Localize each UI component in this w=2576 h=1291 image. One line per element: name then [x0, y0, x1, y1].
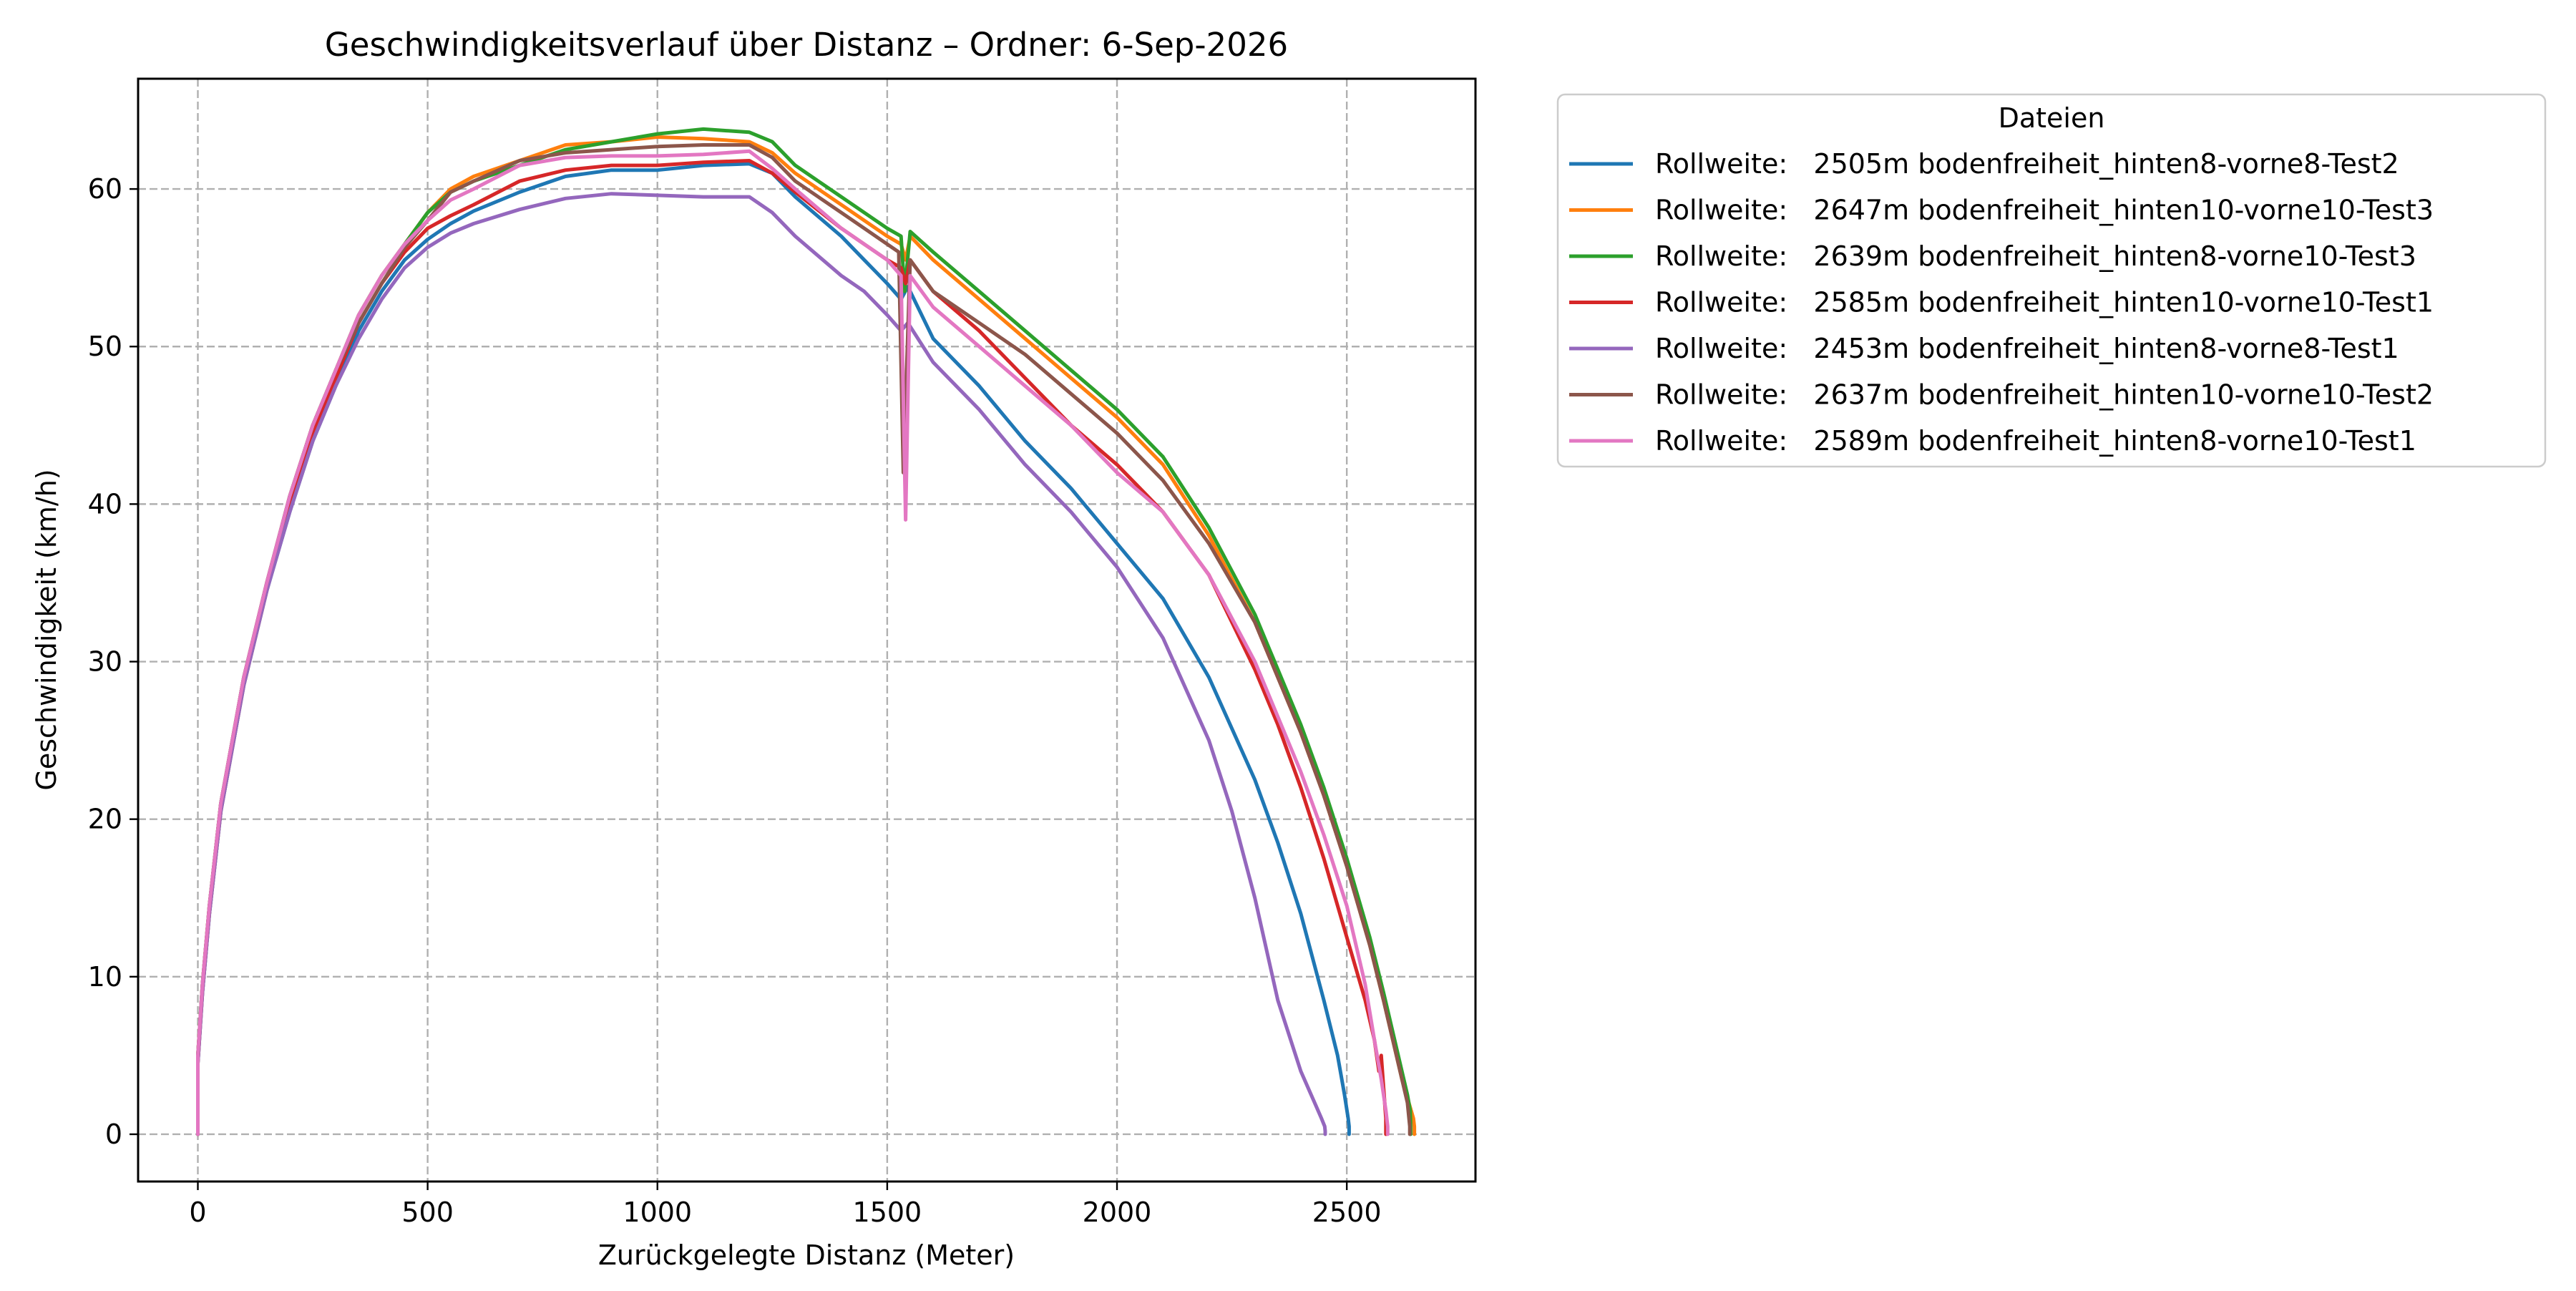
legend-label-3: Rollweite: 2639m bodenfreiheit_hinten8-v… — [1655, 240, 2416, 272]
x-tick-label: 1000 — [623, 1197, 692, 1228]
series-layer — [196, 127, 1417, 1136]
y-tick-label: 40 — [88, 488, 122, 520]
y-tick-label: 60 — [88, 173, 122, 205]
x-tick-label: 2500 — [1312, 1197, 1382, 1228]
legend-label-5: Rollweite: 2453m bodenfreiheit_hinten8-v… — [1655, 333, 2399, 364]
x-tick-label: 500 — [401, 1197, 454, 1228]
legend-title: Dateien — [1999, 102, 2105, 134]
y-tick-label: 30 — [88, 646, 122, 678]
legend-label-1: Rollweite: 2505m bodenfreiheit_hinten8-v… — [1655, 148, 2399, 180]
y-tick-label: 10 — [88, 961, 122, 993]
y-tick-label: 20 — [88, 804, 122, 835]
series-line-7 — [196, 149, 1390, 1136]
series-line-1 — [196, 162, 1351, 1136]
legend-label-2: Rollweite: 2647m bodenfreiheit_hinten10-… — [1655, 195, 2434, 226]
x-tick-label: 1500 — [853, 1197, 922, 1228]
x-axis-label: Zurückgelegte Distanz (Meter) — [598, 1239, 1015, 1271]
x-tick-label: 2000 — [1083, 1197, 1152, 1228]
y-axis-label: Geschwindigkeit (km/h) — [31, 469, 62, 790]
legend: Dateien Rollweite: 2505m bodenfreiheit_h… — [1556, 93, 2547, 468]
y-tick-label: 0 — [105, 1119, 122, 1150]
plot-frame — [137, 77, 1477, 1183]
tick-layer: 0 500 1000 1500 2000 2500 0 10 20 30 40 50 60 — [88, 173, 1382, 1228]
x-tick-label: 0 — [189, 1197, 206, 1228]
y-tick-label: 50 — [88, 331, 122, 362]
legend-box — [1556, 93, 2547, 468]
legend-entries: Rollweite: 2505m bodenfreiheit_hinten8-v… — [1569, 148, 2434, 457]
series-line-5 — [196, 192, 1327, 1136]
legend-label-6: Rollweite: 2637m bodenfreiheit_hinten10-… — [1655, 379, 2434, 411]
legend-label-7: Rollweite: 2589m bodenfreiheit_hinten8-v… — [1655, 425, 2416, 457]
legend-label-4: Rollweite: 2585m bodenfreiheit_hinten10-… — [1655, 287, 2434, 318]
chart-title: Geschwindigkeitsverlauf über Distanz – O… — [325, 26, 1288, 64]
